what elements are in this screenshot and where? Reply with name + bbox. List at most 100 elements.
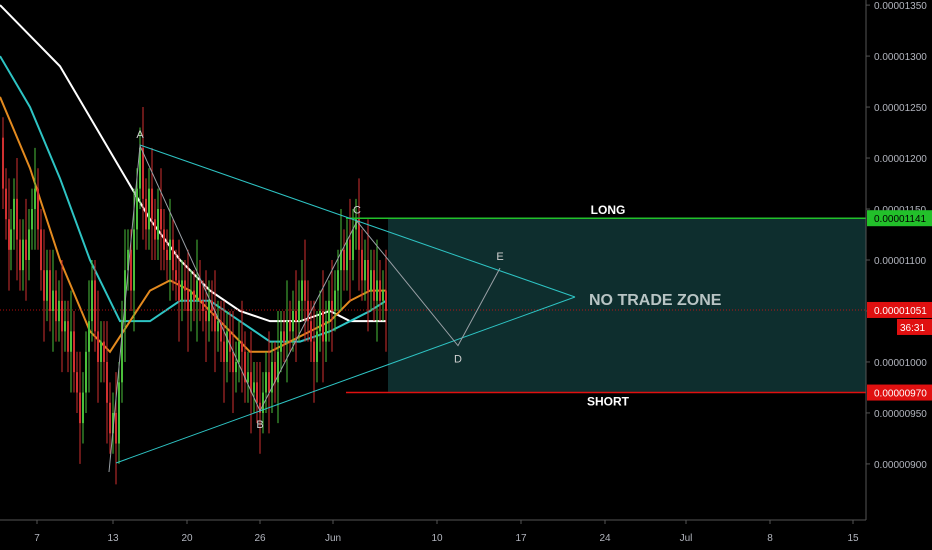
countdown-tag: [897, 318, 932, 335]
price-candle: [79, 392, 81, 424]
price-candle: [385, 290, 387, 311]
triangle-lower-line: [115, 296, 576, 464]
price-candle: [172, 239, 174, 271]
price-candle: [52, 290, 54, 311]
price-candle: [160, 209, 162, 230]
price-candle: [112, 412, 114, 434]
price-candle: [232, 351, 234, 373]
price-candle: [118, 382, 120, 444]
price-candle: [277, 351, 279, 383]
time-axis[interactable]: 7 13 20 26 Jun 10 17 24 Jul 8 15: [34, 520, 859, 544]
moving-average-line: [0, 4, 386, 323]
price-candle: [76, 372, 78, 393]
pattern-point-label: A: [136, 129, 144, 141]
price-candle: [271, 361, 273, 393]
price-candle: [106, 361, 108, 403]
price-candle: [361, 249, 363, 281]
price-candle: [109, 402, 111, 434]
price-candle: [202, 300, 204, 311]
price-candle: [25, 239, 27, 260]
price-candle: [136, 188, 138, 230]
price-candle: [217, 321, 219, 332]
price-candle: [289, 321, 291, 332]
price-candle: [325, 321, 327, 342]
price-candle: [64, 321, 66, 332]
price-candle: [331, 300, 333, 311]
price-candle: [337, 270, 339, 291]
price-candle: [91, 280, 93, 322]
price-tick-label: 0.00001350: [874, 1, 927, 12]
price-candle: [280, 331, 282, 352]
price-candle: [250, 372, 252, 393]
price-candle: [367, 260, 369, 291]
price-candle: [358, 219, 360, 250]
price-candle: [157, 209, 159, 240]
price-candle: [355, 219, 357, 230]
price-candle: [2, 137, 4, 189]
price-candle: [292, 310, 294, 332]
price-candle: [220, 321, 222, 342]
price-candle: [193, 290, 195, 301]
price-candle: [373, 270, 375, 301]
price-candle: [82, 392, 84, 424]
price-candle: [5, 188, 7, 220]
price-candle: [283, 331, 285, 342]
price-candle: [229, 331, 231, 352]
price-tick-label: 0.00000950: [874, 409, 927, 420]
price-candle: [181, 280, 183, 301]
price-candle: [55, 290, 57, 322]
price-candle: [175, 270, 177, 281]
price-candle: [205, 310, 207, 322]
price-candle: [190, 290, 192, 311]
price-candle: [208, 300, 210, 322]
price-candle: [94, 280, 96, 332]
price-candle: [253, 382, 255, 393]
price-candle: [262, 392, 264, 413]
price-candle: [199, 280, 201, 301]
price-candle: [259, 402, 261, 413]
price-tick-label: 0.00001100: [874, 256, 927, 267]
price-candle: [28, 229, 30, 260]
price-candle: [304, 280, 306, 301]
price-candle: [376, 280, 378, 301]
price-candle: [10, 229, 12, 250]
pattern-point-label: E: [496, 251, 503, 263]
no-trade-zone-box: [388, 218, 866, 393]
pattern-point-label: C: [353, 204, 361, 216]
price-candle: [241, 341, 243, 352]
price-candle: [223, 341, 225, 362]
price-candle: [265, 372, 267, 393]
price-candle: [298, 300, 300, 322]
price-candle: [286, 321, 288, 342]
price-candle: [184, 280, 186, 291]
price-candle: [214, 310, 216, 332]
short-label: SHORT: [587, 395, 630, 409]
price-candle: [85, 351, 87, 393]
price-candle: [163, 229, 165, 250]
price-bars: [2, 107, 387, 485]
time-tick-label: Jul: [680, 533, 693, 544]
price-candle: [100, 341, 102, 362]
price-candle: [244, 351, 246, 383]
price-candle: [169, 239, 171, 260]
time-tick-label: 13: [107, 533, 119, 544]
price-candle: [322, 310, 324, 342]
price-candle: [346, 239, 348, 271]
price-candle: [46, 270, 48, 301]
level-lines: [0, 217, 866, 394]
time-tick-label: 20: [181, 533, 193, 544]
price-candle: [142, 147, 144, 199]
abcde-zigzag: [108, 143, 501, 473]
short-price-tag-text: 0.00000970: [874, 389, 927, 400]
price-candle: [49, 270, 51, 311]
price-candle: [103, 341, 105, 362]
price-candle: [70, 331, 72, 352]
price-candle: [319, 310, 321, 332]
price-candle: [58, 300, 60, 322]
time-tick-label: 26: [254, 533, 266, 544]
price-candle: [343, 249, 345, 271]
price-candle: [268, 372, 270, 393]
price-candle: [145, 198, 147, 230]
price-candle: [295, 310, 297, 322]
